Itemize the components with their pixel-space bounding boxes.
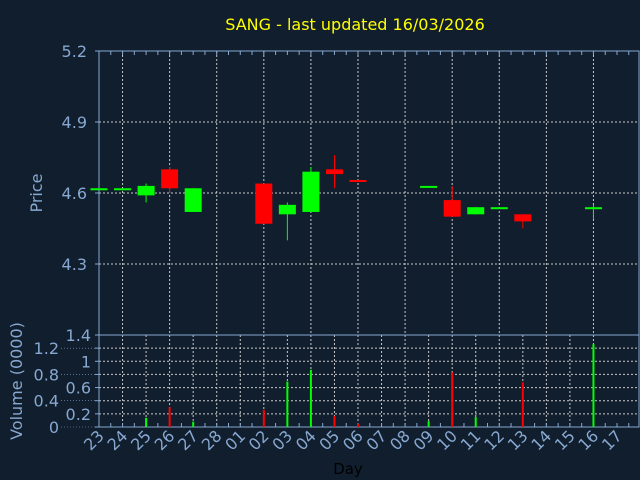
volume-tick-label: 0.6 [66, 379, 91, 398]
volume-bar [357, 423, 359, 427]
volume-bar [145, 417, 148, 427]
volume-bar [474, 417, 477, 427]
candle-body [255, 183, 273, 224]
candle-body [114, 188, 132, 191]
candle-body [184, 188, 202, 212]
volume-bar [262, 409, 265, 427]
volume-axis-label: Volume (0000) [7, 322, 26, 440]
price-tick-label: 4.6 [62, 184, 87, 203]
candle-body [278, 204, 296, 215]
candle-body [349, 179, 367, 182]
volume-bar [309, 369, 312, 427]
candle-body [514, 214, 532, 222]
volume-bar [286, 381, 289, 427]
volume-bar [333, 415, 336, 427]
candle-body [420, 185, 438, 188]
price-tick-label: 4.3 [62, 255, 87, 274]
volume-tick-label: 0.2 [66, 405, 91, 424]
candle-body [443, 200, 461, 217]
volume-tick-label: 0.8 [34, 365, 59, 384]
volume-bar [192, 421, 195, 427]
x-axis-label: Day [333, 460, 363, 478]
candle-body [161, 169, 179, 189]
volume-bar [427, 421, 430, 427]
volume-bar [521, 382, 524, 427]
volume-tick-label: 1 [81, 352, 91, 371]
candle-body [302, 171, 320, 212]
chart-title: SANG - last updated 16/03/2026 [225, 15, 485, 34]
candle-body [467, 207, 485, 215]
candle-body [137, 185, 155, 196]
candle-body [90, 188, 108, 191]
volume-tick-label: 0.4 [34, 392, 59, 411]
candle-body [490, 207, 508, 210]
volume-bar [451, 372, 454, 427]
volume-panel-frame [98, 334, 640, 428]
volume-tick-label: 0 [49, 418, 59, 437]
price-axis-label: Price [27, 173, 46, 212]
volume-tick-label: 1.4 [66, 326, 91, 345]
volume-tick-label: 1.2 [34, 339, 59, 358]
candle-body [584, 207, 602, 210]
price-tick-label: 4.9 [62, 113, 87, 132]
x-tick-label: 17 [598, 426, 626, 454]
volume-bar [592, 344, 595, 427]
candle-body [325, 169, 343, 175]
price-tick-label: 5.2 [62, 42, 87, 61]
volume-bar [168, 407, 171, 427]
